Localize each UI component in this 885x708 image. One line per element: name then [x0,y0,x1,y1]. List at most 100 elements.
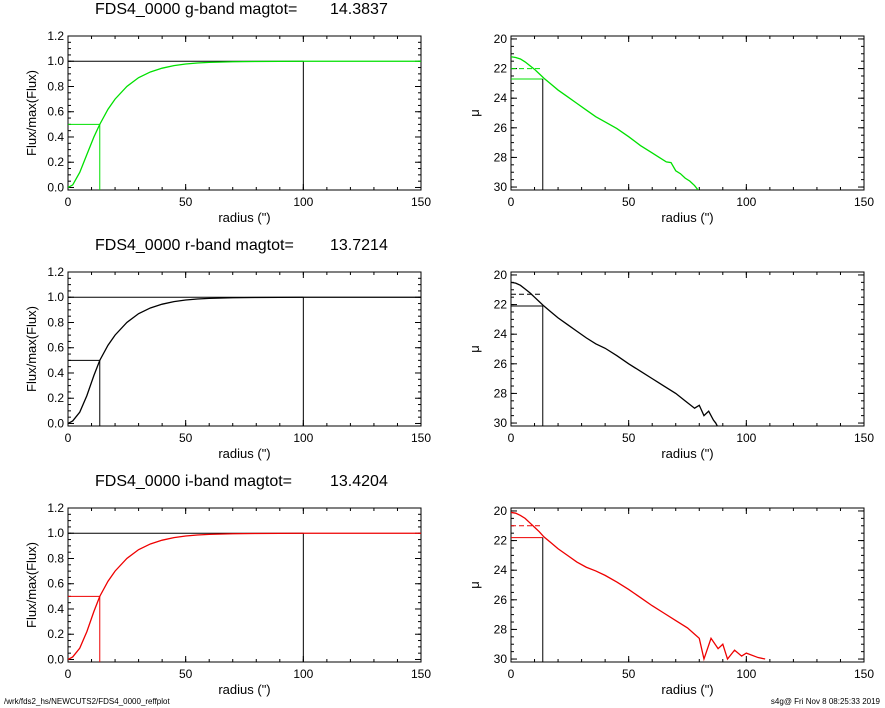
x-axis-label: radius (") [218,446,270,461]
y-tick-label: 0.0 [47,180,64,194]
y-tick-label: 20 [494,32,508,46]
y-tick-label: 0.8 [47,79,64,93]
x-tick-label: 150 [854,667,874,681]
x-tick-label: 100 [293,431,313,445]
panel-title: FDS4_0000 r-band magtot= [95,237,294,254]
panel-title: FDS4_0000 i-band magtot= [95,473,292,490]
x-tick-label: 150 [854,431,874,445]
y-tick-label: 30 [494,652,508,666]
y-tick-label: 24 [494,563,508,577]
y-tick-label: 0.8 [47,315,64,329]
y-tick-label: 20 [494,504,508,518]
y-tick-label: 22 [494,534,508,548]
x-tick-label: 150 [854,195,874,209]
panel-i-growth: 0 50 100 150 0.0 0.2 0.4 0.6 0.8 1.0 1.2 radius (")… [24,473,431,697]
x-tick-label: 50 [179,195,193,209]
x-tick-label: 150 [411,195,431,209]
y-tick-label: 0.2 [47,391,64,405]
panel-g-profile: 0 50 100 150 20 22 24 26 28 30 radius (") μ [467,32,874,225]
surface-brightness-profile [511,511,766,662]
y-tick-label: 0.8 [47,551,64,565]
y-tick-label: 30 [494,180,508,194]
x-tick-label: 150 [411,667,431,681]
footer-timestamp: s4g@ Fri Nov 8 08:25:33 2019 [771,697,881,706]
x-axis-label: radius (") [218,682,270,697]
y-tick-label: 0.6 [47,341,64,355]
growth-curve [68,532,421,661]
x-axis-label: radius (") [661,210,713,225]
footer-path: /wrk/fds2_hs/NEWCUTS2/FDS4_0000_reffplot [4,697,170,706]
x-tick-label: 0 [65,431,72,445]
y-tick-label: 1.0 [47,526,64,540]
y-tick-label: 1.0 [47,54,64,68]
x-axis-label: radius (") [661,446,713,461]
y-tick-label: 1.2 [47,501,64,515]
x-tick-label: 0 [65,195,72,209]
x-tick-label: 100 [736,431,756,445]
plot-frame [510,507,865,663]
plot-frame [67,507,422,663]
y-tick-label: 24 [494,327,508,341]
x-tick-label: 150 [411,431,431,445]
panel-title-magtot: 13.7214 [330,237,388,254]
y-tick-label: 0.2 [47,627,64,641]
panel-title-magtot: 14.3837 [330,1,388,18]
y-tick-label: 22 [494,298,508,312]
x-axis-label: radius (") [218,210,270,225]
y-tick-label: 24 [494,91,508,105]
y-tick-label: 0.2 [47,155,64,169]
panel-title-magtot: 13.4204 [330,473,388,490]
x-tick-label: 0 [508,431,515,445]
panel-r-profile: 0 50 100 150 20 22 24 26 28 30 radius (") μ [467,268,874,461]
plot-frame [510,35,865,191]
growth-curve [68,60,421,189]
x-tick-label: 50 [179,667,193,681]
panel-r-growth: 0 50 100 150 0.0 0.2 0.4 0.6 0.8 1.0 1.2 radius (")… [24,237,431,461]
x-tick-label: 50 [179,431,193,445]
plot-frame [67,271,422,427]
y-tick-label: 20 [494,268,508,282]
x-tick-label: 100 [736,667,756,681]
surface-brightness-profile [511,56,699,190]
plot-frame [67,35,422,191]
y-tick-label: 26 [494,593,508,607]
panel-i-profile: 0 50 100 150 20 22 24 26 28 30 radius (") μ [467,504,874,697]
y-axis-label: μ [467,345,482,353]
panel-g-growth: 0 50 100 150 0.0 0.2 0.4 0.6 0.8 1.0 1.2 radius (")… [24,1,431,225]
y-tick-label: 26 [494,357,508,371]
y-tick-label: 28 [494,622,508,636]
growth-curve [68,296,421,425]
y-axis-label: Flux/max(Flux) [24,306,39,392]
y-tick-label: 0.0 [47,416,64,430]
panel-title: FDS4_0000 g-band magtot= [95,1,297,18]
y-tick-label: 28 [494,150,508,164]
y-tick-label: 30 [494,416,508,430]
x-tick-label: 50 [622,195,636,209]
y-tick-label: 26 [494,121,508,135]
y-tick-label: 0.0 [47,652,64,666]
y-axis-label: μ [467,109,482,117]
y-tick-label: 22 [494,62,508,76]
x-tick-label: 50 [622,667,636,681]
x-tick-label: 0 [508,667,515,681]
x-axis-label: radius (") [661,682,713,697]
y-axis-label: μ [467,581,482,589]
x-tick-label: 100 [736,195,756,209]
y-tick-label: 0.6 [47,105,64,119]
y-tick-label: 1.2 [47,265,64,279]
surface-brightness-profile [511,281,719,426]
y-tick-label: 0.4 [47,130,64,144]
y-tick-label: 0.6 [47,577,64,591]
y-tick-label: 1.2 [47,29,64,43]
y-tick-label: 28 [494,386,508,400]
x-tick-label: 100 [293,667,313,681]
y-axis-label: Flux/max(Flux) [24,70,39,156]
y-axis-label: Flux/max(Flux) [24,542,39,628]
x-tick-label: 100 [293,195,313,209]
y-tick-label: 0.4 [47,366,64,380]
y-tick-label: 0.4 [47,602,64,616]
y-tick-label: 1.0 [47,290,64,304]
x-tick-label: 50 [622,431,636,445]
x-tick-label: 0 [65,667,72,681]
